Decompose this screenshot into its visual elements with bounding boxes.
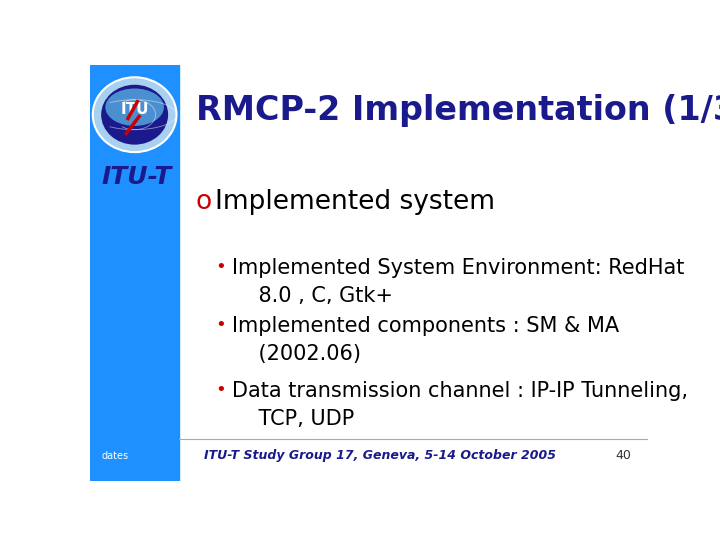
Text: Data transmission channel : IP-IP Tunneling,
    TCP, UDP: Data transmission channel : IP-IP Tunnel… xyxy=(232,381,688,429)
Ellipse shape xyxy=(101,85,168,145)
Ellipse shape xyxy=(105,89,164,126)
Text: ITU: ITU xyxy=(120,102,149,117)
Text: 40: 40 xyxy=(616,449,631,462)
Text: Implemented system: Implemented system xyxy=(215,189,495,215)
Text: •: • xyxy=(215,316,226,334)
Text: ITU-T: ITU-T xyxy=(101,165,171,189)
Text: ITU-T Study Group 17, Geneva, 5-14 October 2005: ITU-T Study Group 17, Geneva, 5-14 Octob… xyxy=(204,449,556,462)
Text: dates: dates xyxy=(101,451,128,461)
Text: •: • xyxy=(215,381,226,399)
Text: o: o xyxy=(196,189,212,215)
Text: RMCP-2 Implementation (1/3): RMCP-2 Implementation (1/3) xyxy=(196,94,720,127)
Text: Implemented System Environment: RedHat
    8.0 , C, Gtk+: Implemented System Environment: RedHat 8… xyxy=(232,258,685,306)
Text: Implemented components : SM & MA
    (2002.06): Implemented components : SM & MA (2002.0… xyxy=(232,316,619,365)
Text: •: • xyxy=(215,258,226,276)
Bar xyxy=(90,65,179,481)
Ellipse shape xyxy=(93,77,176,152)
